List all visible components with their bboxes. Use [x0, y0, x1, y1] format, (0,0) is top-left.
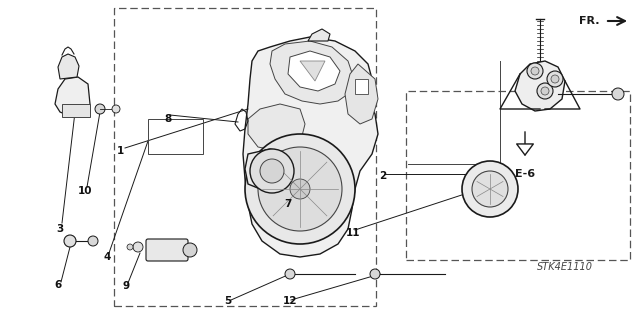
Text: E-6: E-6	[515, 169, 535, 179]
Text: 10: 10	[77, 186, 92, 196]
Polygon shape	[515, 61, 565, 111]
Text: 11: 11	[346, 228, 360, 238]
Text: 9: 9	[122, 281, 129, 291]
Polygon shape	[345, 64, 378, 124]
Circle shape	[258, 147, 342, 231]
Circle shape	[537, 83, 553, 99]
Circle shape	[551, 75, 559, 83]
Circle shape	[112, 105, 120, 113]
Circle shape	[133, 242, 143, 252]
Circle shape	[541, 87, 549, 95]
Text: 4: 4	[103, 252, 111, 262]
Polygon shape	[300, 61, 325, 81]
Bar	[406, 91, 630, 260]
Circle shape	[245, 134, 355, 244]
Text: 7: 7	[284, 199, 292, 209]
Polygon shape	[270, 41, 354, 104]
Circle shape	[95, 104, 105, 114]
Circle shape	[462, 161, 518, 217]
Text: 6: 6	[54, 280, 61, 290]
Polygon shape	[58, 54, 79, 79]
Text: STK4E1110: STK4E1110	[537, 262, 593, 272]
Text: 2: 2	[380, 171, 387, 181]
Circle shape	[370, 269, 380, 279]
Circle shape	[183, 243, 197, 257]
Circle shape	[531, 67, 539, 75]
Text: 8: 8	[164, 114, 172, 124]
Circle shape	[612, 88, 624, 100]
Circle shape	[88, 236, 98, 246]
Polygon shape	[55, 77, 90, 117]
Text: 3: 3	[56, 224, 63, 234]
Polygon shape	[308, 29, 330, 41]
Polygon shape	[355, 79, 368, 94]
Polygon shape	[243, 37, 378, 257]
Circle shape	[290, 179, 310, 199]
Polygon shape	[248, 104, 305, 151]
Circle shape	[527, 63, 543, 79]
FancyBboxPatch shape	[146, 239, 188, 261]
Circle shape	[260, 159, 284, 183]
Text: 12: 12	[283, 296, 297, 306]
Circle shape	[250, 149, 294, 193]
Polygon shape	[62, 104, 90, 117]
Circle shape	[547, 71, 563, 87]
Text: 5: 5	[225, 296, 232, 306]
Bar	[148, 119, 203, 154]
Circle shape	[127, 244, 133, 250]
Text: FR.: FR.	[579, 16, 600, 26]
Polygon shape	[245, 149, 298, 191]
Circle shape	[472, 171, 508, 207]
Bar	[114, 8, 376, 306]
FancyArrowPatch shape	[516, 132, 533, 155]
Text: 1: 1	[116, 146, 124, 156]
Circle shape	[285, 269, 295, 279]
Circle shape	[64, 235, 76, 247]
Polygon shape	[288, 51, 340, 91]
